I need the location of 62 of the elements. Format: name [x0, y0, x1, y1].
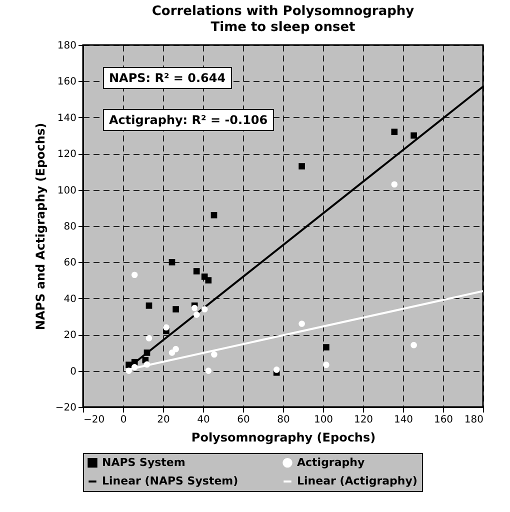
point	[273, 366, 280, 373]
point	[172, 306, 179, 312]
point	[163, 324, 170, 331]
point	[126, 362, 132, 368]
x-tick-label: 60	[237, 414, 250, 426]
y-tick-label: 140	[57, 112, 76, 124]
point	[131, 364, 138, 370]
point	[298, 163, 305, 170]
point	[201, 306, 208, 312]
point	[323, 344, 330, 350]
point	[168, 259, 176, 266]
y-tick-label: 20	[64, 330, 76, 342]
y-tick-label: 0	[70, 366, 76, 378]
y-tick-label: 60	[64, 258, 76, 269]
x-tick-label: 0	[120, 414, 127, 426]
x-tick-label: 20	[157, 414, 170, 426]
y-tick-label: 180	[57, 40, 76, 52]
x-tick-label: 100	[314, 414, 334, 426]
point	[323, 362, 330, 368]
point	[210, 212, 218, 218]
x-tick-label: 120	[354, 414, 374, 426]
legend-label: Actigraphy	[297, 456, 365, 469]
x-tick-label: 140	[394, 414, 414, 426]
point	[391, 181, 398, 188]
y-tick-label: 160	[57, 76, 76, 88]
point	[172, 346, 179, 352]
y-tick-label: 100	[57, 185, 76, 196]
point	[191, 304, 198, 312]
point	[146, 302, 152, 309]
point	[144, 361, 150, 368]
point	[193, 268, 200, 274]
point	[146, 335, 152, 342]
point	[205, 277, 212, 284]
point	[410, 342, 417, 348]
point	[144, 350, 150, 356]
x-tick-label: −20	[84, 414, 105, 426]
y-tick-label: 120	[57, 149, 76, 160]
x-tick-label: 160	[434, 414, 454, 426]
y-tick-label: 80	[64, 222, 76, 232]
point	[168, 350, 176, 356]
point	[126, 368, 132, 374]
x-axis-title: Polysomnography (Epochs)	[191, 430, 376, 444]
point	[298, 320, 305, 327]
x-tick-label: 80	[277, 414, 290, 426]
point	[131, 272, 138, 278]
legend-label: Linear (NAPS System)	[102, 474, 238, 488]
y-axis-title: NAPS and Actigraphy (Epochs)	[33, 122, 48, 330]
y-tick-label: −20	[55, 402, 76, 414]
annotation: Actigraphy: R² = -0.106	[103, 109, 274, 131]
chart-subtitle: Time to sleep onset	[210, 20, 356, 35]
annotation: NAPS: R² = 0.644	[103, 67, 232, 89]
x-tick-label: 40	[197, 414, 210, 426]
point	[205, 368, 212, 374]
x-tick-label: 180	[464, 414, 484, 426]
point	[211, 351, 218, 358]
y-tick-label: 40	[64, 294, 76, 305]
point	[391, 128, 398, 136]
point	[193, 312, 200, 318]
legend-label: Linear (Actigraphy)	[297, 474, 418, 488]
legend-label: NAPS System	[102, 456, 186, 469]
chart-title: Correlations with Polysomnography	[152, 4, 415, 19]
point	[410, 132, 417, 139]
